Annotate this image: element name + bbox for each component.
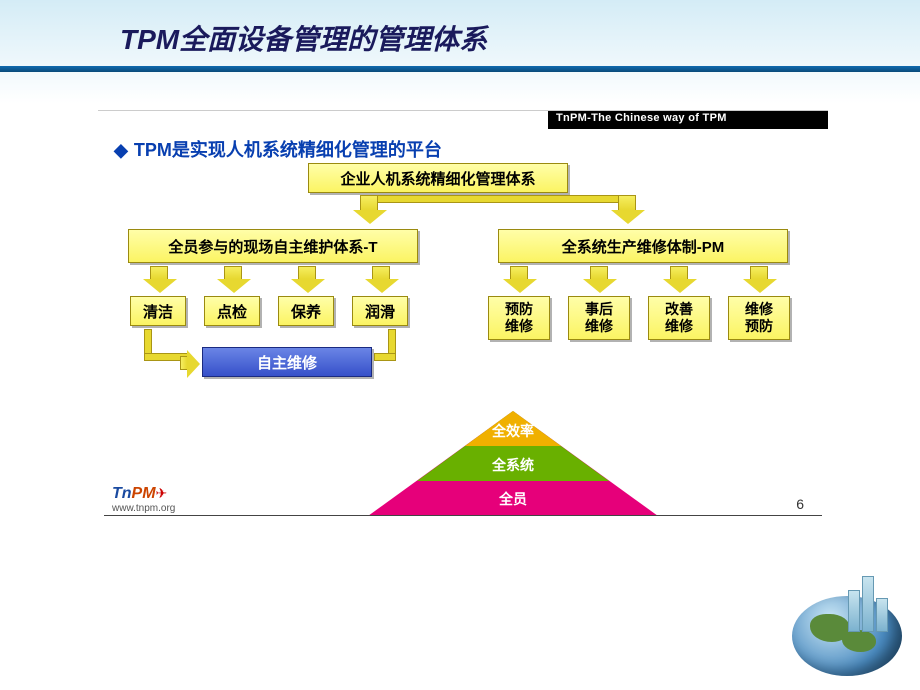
box-right: 全系统生产维修体制-PM bbox=[498, 229, 788, 263]
subtitle: ◆ TPM是实现人机系统精细化管理的平台 bbox=[114, 136, 442, 162]
label: 维修 bbox=[505, 318, 533, 335]
pyramid: 全效率 全系统 全员 bbox=[368, 411, 658, 516]
slide-title: TPM全面设备管理的管理体系 bbox=[120, 18, 920, 58]
arrow-down-icon bbox=[298, 266, 316, 280]
slide-body: TnPM-The Chinese way of TPM ◆ TPM是实现人机系统精… bbox=[98, 110, 828, 520]
arrow-down-icon bbox=[670, 266, 688, 280]
bullet-icon: ◆ bbox=[114, 140, 128, 160]
logo-part1: Tn bbox=[112, 485, 132, 502]
label: 事后 bbox=[585, 301, 613, 318]
box-clean: 清洁 bbox=[130, 296, 186, 326]
pyramid-level-3: 全员 bbox=[369, 479, 657, 513]
box-pm-2: 事后 维修 bbox=[568, 296, 630, 340]
box-self-maintain: 自主维修 bbox=[202, 347, 372, 377]
arrow-down-icon bbox=[224, 266, 242, 280]
connector bbox=[368, 195, 628, 203]
arrow-down-icon bbox=[590, 266, 608, 280]
label: 改善 bbox=[665, 301, 693, 318]
box-left: 全员参与的现场自主维护体系-T bbox=[128, 229, 418, 263]
connector bbox=[374, 353, 396, 361]
arrow-right-icon bbox=[180, 356, 188, 370]
logo-part2: PM bbox=[132, 485, 156, 502]
label: 预防 bbox=[505, 301, 533, 318]
page-number: 6 bbox=[796, 496, 804, 512]
pyramid-level-1: 全效率 bbox=[465, 411, 561, 445]
brand-banner: TnPM-The Chinese way of TPM bbox=[548, 111, 828, 129]
box-inspect: 点检 bbox=[204, 296, 260, 326]
box-maintain: 保养 bbox=[278, 296, 334, 326]
label: 预防 bbox=[745, 318, 773, 335]
arrow-down-icon bbox=[360, 195, 378, 211]
box-top: 企业人机系统精细化管理体系 bbox=[308, 163, 568, 193]
box-lube: 润滑 bbox=[352, 296, 408, 326]
label: 维修 bbox=[665, 318, 693, 335]
box-pm-4: 维修 预防 bbox=[728, 296, 790, 340]
arrow-down-icon bbox=[750, 266, 768, 280]
logo: TnPM✈ www.tnpm.org bbox=[112, 485, 175, 514]
pyramid-level-2: 全系统 bbox=[418, 445, 608, 479]
label: 维修 bbox=[745, 301, 773, 318]
box-pm-3: 改善 维修 bbox=[648, 296, 710, 340]
arrow-down-icon bbox=[150, 266, 168, 280]
logo-url: www.tnpm.org bbox=[112, 503, 175, 514]
accent-bar bbox=[0, 66, 920, 72]
baseline bbox=[104, 515, 822, 516]
arrow-down-icon bbox=[618, 195, 636, 211]
box-pm-1: 预防 维修 bbox=[488, 296, 550, 340]
decorative-globe-icon bbox=[782, 576, 912, 686]
arrow-down-icon bbox=[372, 266, 390, 280]
subtitle-text: TPM是实现人机系统精细化管理的平台 bbox=[134, 140, 442, 160]
label: 维修 bbox=[585, 318, 613, 335]
arrow-down-icon bbox=[510, 266, 528, 280]
